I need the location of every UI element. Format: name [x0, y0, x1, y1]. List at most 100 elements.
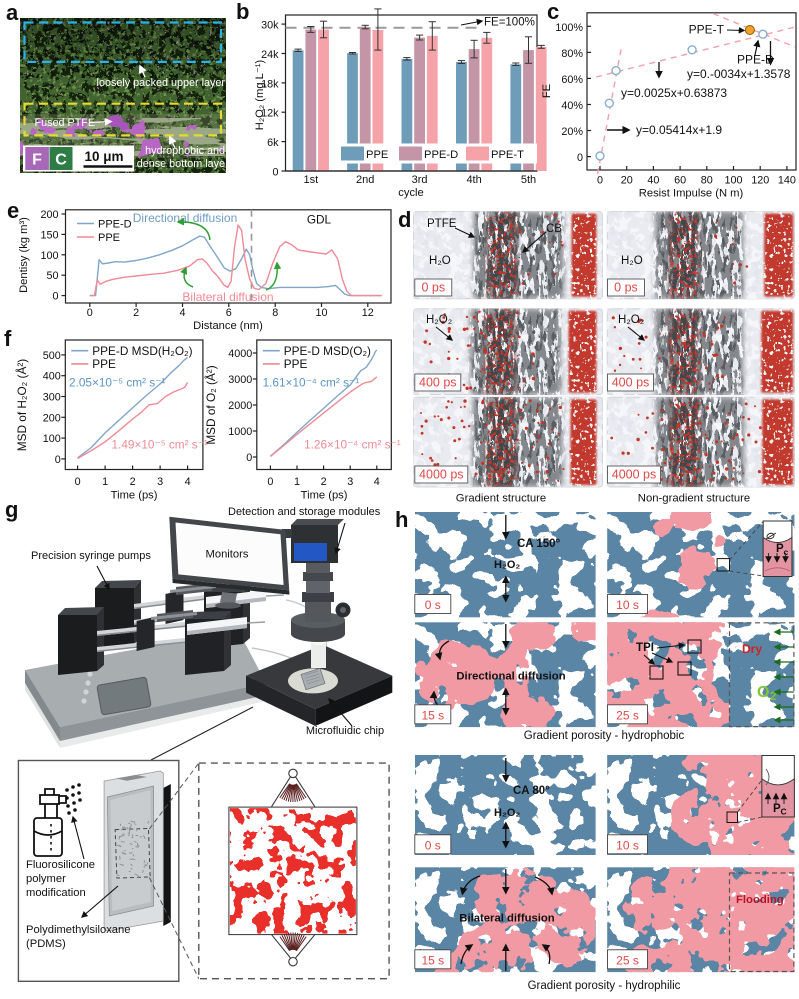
svg-text:y=0.-0034x+1.3578: y=0.-0034x+1.3578: [687, 67, 791, 81]
svg-text:2: 2: [321, 476, 327, 488]
svg-text:15 s: 15 s: [421, 953, 444, 967]
svg-text:PPE: PPE: [366, 149, 388, 161]
svg-text:modification: modification: [26, 887, 86, 899]
svg-text:2000: 2000: [228, 400, 252, 412]
svg-text:PPE-T: PPE-T: [491, 149, 524, 161]
svg-text:H₂O₂: H₂O₂: [494, 807, 520, 819]
svg-text:3000: 3000: [228, 374, 252, 386]
svg-text:0: 0: [577, 152, 583, 164]
svg-text:Gradient porosity - hydrophobi: Gradient porosity - hydrophobic: [524, 730, 685, 742]
svg-text:120: 120: [751, 175, 769, 187]
svg-text:10 s: 10 s: [616, 838, 639, 852]
svg-text:0 s: 0 s: [425, 598, 441, 612]
svg-text:0: 0: [52, 291, 58, 303]
svg-text:PPE-D: PPE-D: [98, 219, 132, 231]
svg-text:4000: 4000: [228, 348, 252, 360]
svg-text:Microfluidic chip: Microfluidic chip: [306, 725, 384, 737]
svg-text:2.05×10⁻⁵ cm² s⁻¹: 2.05×10⁻⁵ cm² s⁻¹: [69, 376, 165, 390]
svg-text:100: 100: [724, 175, 742, 187]
svg-text:Resist Impulse (N m): Resist Impulse (N m): [639, 188, 744, 200]
svg-text:0: 0: [87, 307, 93, 319]
svg-text:10: 10: [315, 307, 327, 319]
svg-text:hydrophobic and: hydrophobic and: [145, 145, 225, 157]
svg-text:Fused PTFE: Fused PTFE: [35, 117, 96, 129]
svg-text:400: 400: [43, 371, 61, 383]
svg-text:4000 ps: 4000 ps: [419, 468, 463, 482]
svg-text:40: 40: [647, 175, 659, 187]
svg-text:500: 500: [43, 350, 61, 362]
svg-text:c: c: [547, 0, 559, 24]
svg-text:PPE-D: PPE-D: [424, 149, 458, 161]
svg-text:4th: 4th: [466, 174, 481, 186]
svg-text:TPI: TPI: [636, 642, 654, 654]
svg-text:1: 1: [294, 476, 300, 488]
svg-text:polymer: polymer: [26, 873, 66, 885]
svg-text:cycle: cycle: [398, 187, 424, 199]
svg-text:150: 150: [40, 229, 58, 241]
svg-text:GDL: GDL: [307, 213, 332, 227]
svg-text:2nd: 2nd: [356, 174, 374, 186]
svg-text:5th: 5th: [521, 174, 536, 186]
svg-text:3: 3: [347, 476, 353, 488]
svg-text:g: g: [5, 497, 18, 522]
svg-text:6: 6: [226, 307, 232, 319]
svg-text:Detection and storage modules: Detection and storage modules: [228, 506, 381, 518]
svg-text:4000 ps: 4000 ps: [612, 468, 656, 482]
svg-text:Gradient structure: Gradient structure: [456, 493, 546, 505]
svg-text:PPE: PPE: [92, 357, 116, 371]
svg-text:0: 0: [272, 167, 278, 179]
svg-text:400 ps: 400 ps: [612, 376, 650, 390]
svg-text:Polydimethylsiloxane: Polydimethylsiloxane: [26, 924, 130, 936]
svg-text:MSD of O₂ (Å²): MSD of O₂ (Å²): [204, 365, 218, 444]
svg-text:4: 4: [374, 476, 380, 488]
svg-text:1: 1: [102, 476, 108, 488]
svg-text:0: 0: [55, 454, 61, 466]
svg-text:H₂O₂ (mg L⁻¹): H₂O₂ (mg L⁻¹): [254, 59, 266, 130]
svg-text:0 ps: 0 ps: [614, 281, 638, 295]
svg-text:40%: 40%: [561, 100, 583, 112]
svg-text:H₂O: H₂O: [621, 255, 643, 267]
svg-text:12: 12: [362, 307, 374, 319]
svg-text:3: 3: [157, 476, 163, 488]
svg-text:C: C: [55, 152, 67, 169]
svg-text:CA 150°: CA 150°: [517, 538, 561, 550]
svg-text:15 s: 15 s: [421, 708, 444, 722]
svg-text:20%: 20%: [561, 126, 583, 138]
svg-text:1000: 1000: [228, 426, 252, 438]
svg-text:3rd: 3rd: [412, 174, 428, 186]
svg-text:24k: 24k: [261, 49, 279, 61]
svg-text:Flooding: Flooding: [736, 894, 784, 906]
svg-text:Precision syringe pumps: Precision syringe pumps: [31, 550, 151, 562]
svg-text:loosely packed upper layer: loosely packed upper layer: [97, 77, 226, 89]
svg-text:200: 200: [43, 412, 61, 424]
svg-text:PTFE: PTFE: [427, 218, 457, 230]
svg-text:100: 100: [40, 250, 58, 262]
svg-text:0: 0: [246, 452, 252, 464]
svg-text:2: 2: [133, 307, 139, 319]
svg-text:Dentisy (kg m³): Dentisy (kg m³): [18, 217, 30, 293]
svg-text:1.61×10⁻⁴ cm² s⁻¹: 1.61×10⁻⁴ cm² s⁻¹: [263, 376, 360, 390]
svg-text:1st: 1st: [303, 174, 318, 186]
svg-text:f: f: [4, 326, 12, 351]
svg-text:O: O: [757, 684, 769, 701]
svg-text:0: 0: [597, 175, 603, 187]
svg-text:Fluorosilicone: Fluorosilicone: [26, 859, 95, 871]
svg-text:PPE-D MSD(H₂O₂): PPE-D MSD(H₂O₂): [92, 344, 192, 358]
svg-text:60%: 60%: [561, 74, 583, 86]
svg-text:30k: 30k: [261, 20, 279, 32]
svg-text:Gradient porosity - hydrophili: Gradient porosity - hydrophilic: [528, 980, 681, 992]
svg-text:0: 0: [75, 476, 81, 488]
svg-text:0 ps: 0 ps: [421, 281, 445, 295]
svg-text:25 s: 25 s: [616, 708, 639, 722]
svg-text:Bilateral diffusion: Bilateral diffusion: [459, 913, 555, 925]
svg-text:PPE: PPE: [284, 357, 308, 371]
svg-text:300: 300: [43, 392, 61, 404]
svg-text:Time (ps): Time (ps): [111, 490, 158, 502]
svg-text:dense bottom laye: dense bottom laye: [137, 158, 225, 170]
svg-text:d: d: [398, 207, 411, 232]
svg-text:0 s: 0 s: [425, 838, 441, 852]
svg-text:Directional diffusion: Directional diffusion: [133, 211, 238, 225]
svg-text:PPE-D MSD(O₂): PPE-D MSD(O₂): [284, 344, 371, 358]
svg-text:y=0.0025x+0.63873: y=0.0025x+0.63873: [621, 86, 727, 100]
svg-text:H₂O₂: H₂O₂: [494, 559, 520, 571]
